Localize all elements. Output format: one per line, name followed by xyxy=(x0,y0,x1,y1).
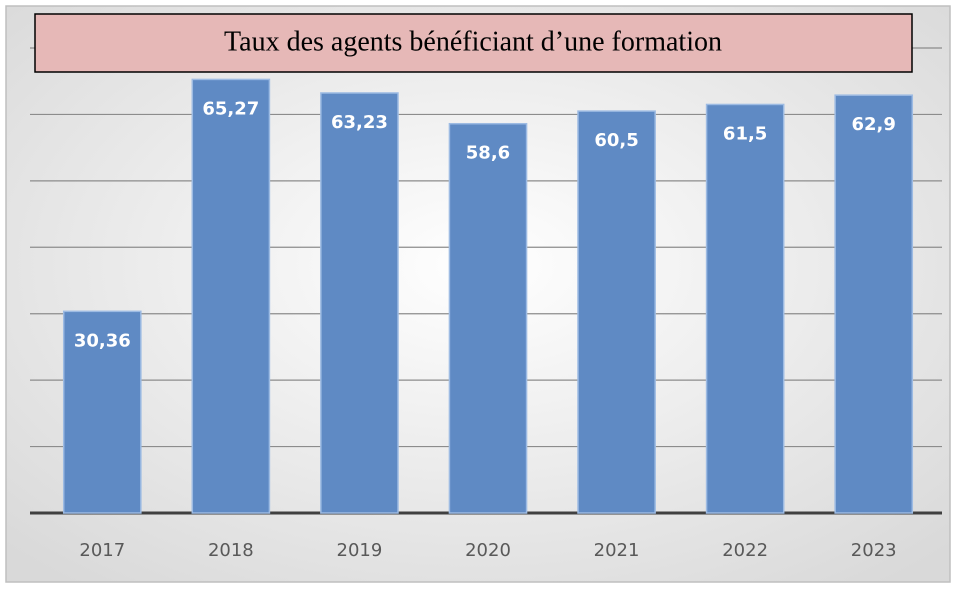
x-tick-label: 2021 xyxy=(594,540,640,561)
bar xyxy=(62,310,142,514)
bar xyxy=(834,94,914,514)
bar xyxy=(705,103,785,514)
title-box xyxy=(34,13,913,73)
chart-title: Taux des agents bénéficiant d’une format… xyxy=(224,26,722,57)
x-tick-label: 2017 xyxy=(79,540,125,561)
data-label: 61,5 xyxy=(723,123,767,144)
x-tick-label: 2018 xyxy=(208,540,254,561)
bar xyxy=(191,78,271,514)
bar xyxy=(320,92,399,514)
bar xyxy=(577,110,656,514)
x-tick-label: 2022 xyxy=(722,540,768,561)
x-tick-label: 2020 xyxy=(465,540,511,561)
x-tick-label: 2023 xyxy=(851,540,897,561)
x-tick-label: 2019 xyxy=(337,540,383,561)
data-label: 65,27 xyxy=(202,98,259,119)
data-label: 63,23 xyxy=(331,112,388,133)
data-label: 60,5 xyxy=(594,130,638,151)
data-label: 58,6 xyxy=(466,143,510,164)
bar xyxy=(448,122,528,514)
data-label: 62,9 xyxy=(852,114,896,135)
data-label: 30,36 xyxy=(74,330,131,351)
